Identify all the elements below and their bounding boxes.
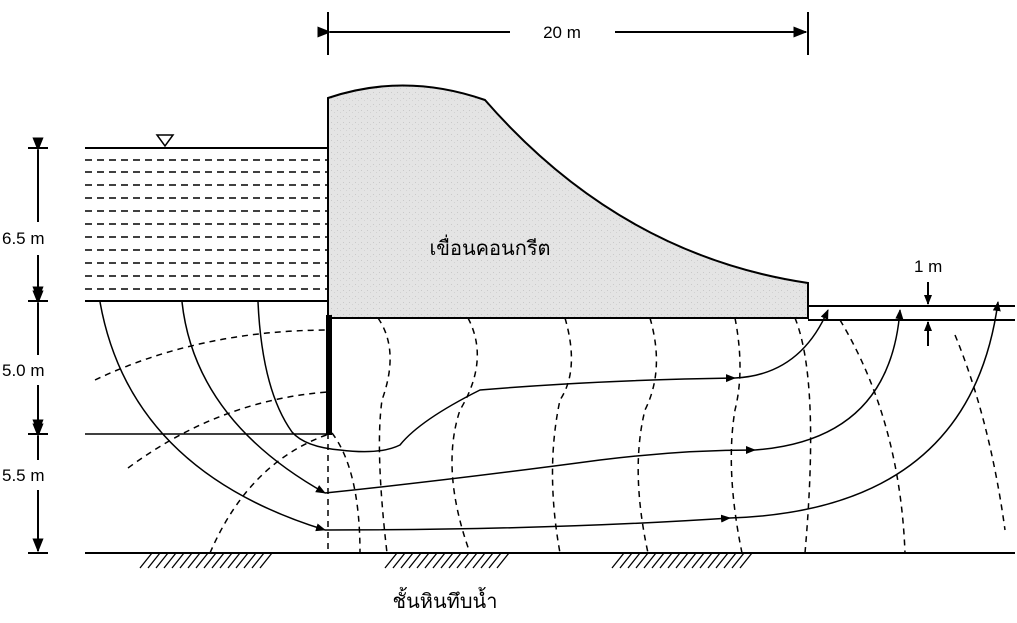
tailwater-depth-label: 1 m xyxy=(914,257,942,276)
concrete-dam xyxy=(327,84,809,319)
impermeable-layer-label: ชั้นหินทึบน้ำ xyxy=(393,587,498,613)
flow-line-2 xyxy=(181,301,326,494)
left-dimensions xyxy=(28,137,48,554)
reservoir-water xyxy=(85,147,328,290)
bedrock-hatching xyxy=(139,552,753,569)
dam-width-dimension: 20 m xyxy=(317,12,809,55)
equipotential-lines xyxy=(94,317,1006,554)
dam-label: เขื่อนคอนกรีต xyxy=(429,234,550,260)
sheet-pile-depth-label: 5.0 m xyxy=(2,361,45,380)
lower-layer-label: 5.5 m xyxy=(2,466,45,485)
flow-line-3 xyxy=(99,301,326,532)
water-level-symbol xyxy=(155,134,175,148)
sheet-pile xyxy=(326,315,332,435)
water-depth-label: 6.5 m xyxy=(2,229,45,248)
dam-width-label: 20 m xyxy=(543,23,581,42)
flow-lines xyxy=(99,301,1001,532)
flow-line-1 xyxy=(257,301,736,453)
